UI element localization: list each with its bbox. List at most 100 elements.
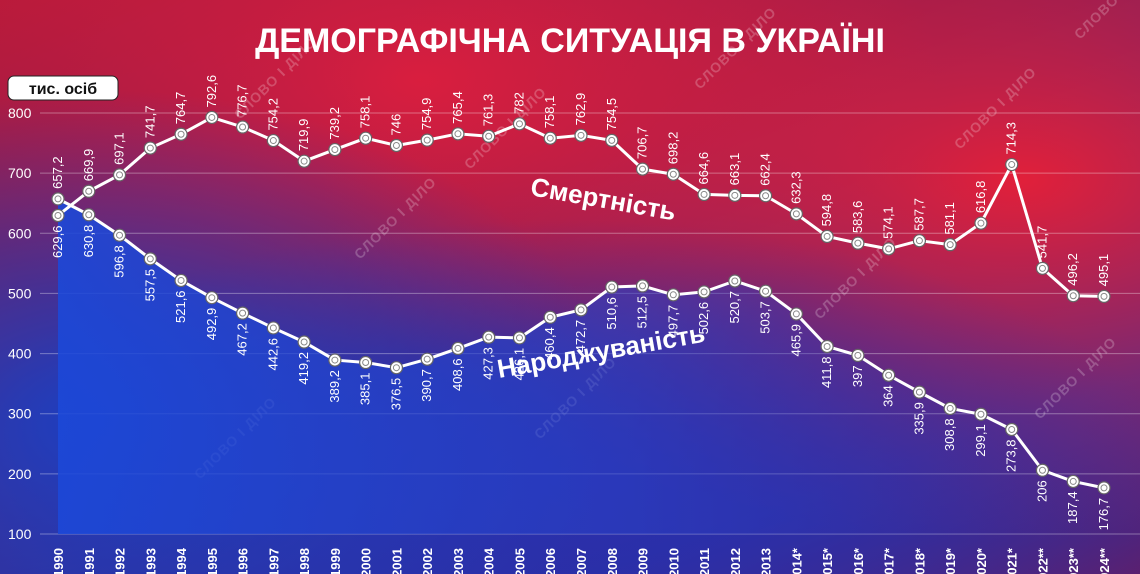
mortality-data-label: 632,3 <box>788 171 803 204</box>
natality-data-label: 460,4 <box>542 327 557 360</box>
natality-point <box>666 288 680 302</box>
natality-point <box>728 274 742 288</box>
x-tick-label: 2019* <box>943 547 958 574</box>
natality-data-label: 427,3 <box>481 347 496 380</box>
natality-point-ring <box>1038 466 1046 474</box>
natality-data-label: 390,7 <box>419 369 434 402</box>
mortality-point <box>1066 289 1080 303</box>
mortality-data-label: 714,3 <box>1004 122 1019 155</box>
mortality-data-label: 663,1 <box>727 153 742 186</box>
x-tick-label: 2010 <box>666 548 681 574</box>
natality-point <box>359 355 373 370</box>
mortality-data-label: 739,2 <box>327 107 342 140</box>
mortality-data-label: 754,5 <box>604 98 619 131</box>
x-tick-label: 2007 <box>574 548 589 574</box>
natality-point-ring <box>392 364 400 372</box>
natality-data-label: 335,9 <box>911 402 926 435</box>
mortality-point-ring <box>885 245 893 253</box>
natality-data-label: 503,7 <box>758 301 773 334</box>
watermark-text: СЛОВО І ДІЛО <box>461 83 550 172</box>
mortality-point-ring <box>485 132 493 140</box>
mortality-point <box>82 184 96 198</box>
natality-data-label: 397 <box>850 365 865 387</box>
natality-point-ring <box>177 276 185 284</box>
x-tick-label: 1995 <box>205 548 220 574</box>
mortality-point <box>1005 157 1019 172</box>
mortality-point <box>359 131 373 145</box>
mortality-point-ring <box>116 171 124 179</box>
series-name-mortality: Смертність <box>529 171 679 226</box>
mortality-data-label: 594,8 <box>819 194 834 227</box>
chart-title: ДЕМОГРАФІЧНА СИТУАЦІЯ В УКРАЇНІ <box>255 22 885 60</box>
mortality-point <box>112 168 127 182</box>
mortality-point <box>789 207 803 221</box>
mortality-point-ring <box>792 210 800 218</box>
natality-point <box>820 339 834 354</box>
mortality-point-ring <box>1008 161 1016 169</box>
natality-data-label: 442,6 <box>265 338 280 371</box>
natality-point-ring <box>762 287 770 295</box>
natality-point-ring <box>1100 484 1108 492</box>
mortality-data-label: 662,4 <box>758 153 773 186</box>
natality-point <box>912 385 927 399</box>
mortality-point <box>758 189 773 203</box>
y-tick-label: 600 <box>8 225 32 241</box>
mortality-data-label: 616,8 <box>973 181 988 214</box>
area-layer <box>58 198 1104 534</box>
natality-point-ring <box>515 334 523 342</box>
natality-data-label: 385,1 <box>358 373 373 406</box>
unit-badge: тис. осіб <box>7 75 119 101</box>
natality-point <box>1005 422 1019 437</box>
mortality-data-label: 782 <box>511 92 526 114</box>
y-tick-label: 500 <box>8 285 32 301</box>
mortality-point-ring <box>54 211 62 219</box>
natality-data-label: 557,5 <box>142 269 157 302</box>
natality-point <box>51 192 65 206</box>
mortality-data-label: 764,7 <box>173 92 188 125</box>
natality-point <box>1035 463 1050 477</box>
natality-point-ring <box>146 255 154 263</box>
x-tick-label: 2018* <box>912 547 927 574</box>
mortality-point-ring <box>915 237 923 245</box>
natality-data-label: 512,5 <box>635 296 650 329</box>
mortality-data-label: 581,1 <box>942 202 957 235</box>
mortality-point <box>728 188 742 202</box>
mortality-point <box>635 162 650 176</box>
mortality-point <box>943 238 957 252</box>
natality-point <box>389 361 404 375</box>
mortality-point <box>543 131 557 145</box>
natality-point <box>297 335 311 349</box>
natality-data-label: 510,6 <box>604 297 619 330</box>
x-tick-label: 2008 <box>605 548 620 574</box>
natality-data-label: 630,8 <box>81 225 96 258</box>
mortality-point <box>328 142 342 157</box>
series-points <box>51 110 1111 495</box>
natality-data-label: 206 <box>1034 480 1049 502</box>
x-tick-label: 1993 <box>143 548 158 574</box>
x-tick-label: 2004 <box>482 547 497 574</box>
natality-data-label: 657,2 <box>50 156 65 189</box>
natality-point <box>851 348 865 362</box>
natality-point <box>605 280 619 294</box>
natality-point-ring <box>546 313 554 321</box>
natality-point <box>512 331 527 345</box>
mortality-data-label: 706,7 <box>635 127 650 160</box>
mortality-point-ring <box>85 187 93 195</box>
natality-area <box>58 198 1104 534</box>
x-tick-label: 2001 <box>389 548 404 574</box>
natality-data-label: 187,4 <box>1065 491 1080 524</box>
natality-point <box>697 285 711 299</box>
unit-label: тис. осіб <box>29 81 97 98</box>
mortality-point-ring <box>300 157 308 165</box>
x-tick-label: 1996 <box>236 548 251 574</box>
mortality-data-label: 669,9 <box>81 149 96 182</box>
mortality-point <box>574 128 588 142</box>
mortality-point-ring <box>731 191 739 199</box>
x-tick-label: 1990 <box>51 548 66 574</box>
natality-data-label: 472,7 <box>573 320 588 353</box>
natality-point-ring <box>1008 425 1016 433</box>
mortality-point <box>297 154 311 168</box>
mortality-point <box>851 236 865 250</box>
natality-point <box>205 291 219 305</box>
